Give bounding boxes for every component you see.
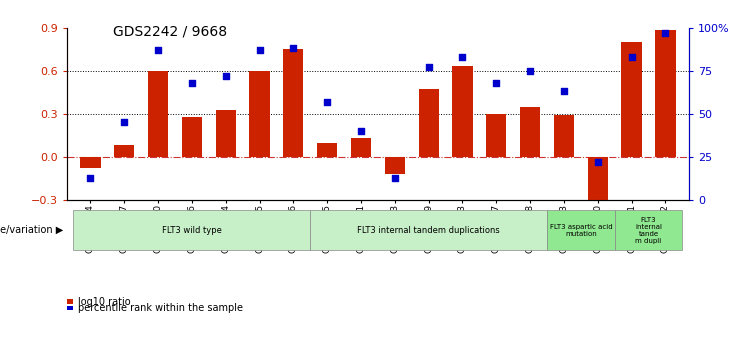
Point: [152, 47, 164, 53]
Bar: [520, 107, 540, 157]
Bar: [385, 157, 405, 174]
Text: percentile rank within the sample: percentile rank within the sample: [78, 303, 243, 313]
Bar: [317, 142, 337, 157]
Text: GDS2242 / 9668: GDS2242 / 9668: [113, 24, 227, 38]
Point: [355, 128, 367, 134]
Bar: [554, 115, 574, 157]
Point: [220, 73, 232, 79]
Bar: [114, 146, 134, 157]
Point: [253, 47, 265, 53]
Text: FLT3
internal
tande
m dupli: FLT3 internal tande m dupli: [635, 217, 662, 244]
Point: [84, 175, 96, 180]
Bar: [419, 89, 439, 157]
Bar: [486, 114, 506, 157]
Bar: [350, 138, 371, 157]
Point: [119, 120, 130, 125]
Point: [288, 46, 299, 51]
Point: [491, 80, 502, 86]
Text: FLT3 wild type: FLT3 wild type: [162, 226, 222, 235]
Point: [322, 99, 333, 105]
Text: FLT3 internal tandem duplications: FLT3 internal tandem duplications: [357, 226, 500, 235]
Bar: [655, 30, 676, 157]
Text: log10 ratio: log10 ratio: [78, 297, 130, 306]
Point: [456, 54, 468, 60]
Bar: [452, 66, 473, 157]
Point: [625, 54, 637, 60]
Bar: [588, 157, 608, 210]
Bar: [80, 157, 101, 168]
Point: [389, 175, 401, 180]
Point: [524, 68, 536, 73]
Bar: [283, 49, 304, 157]
Point: [186, 80, 198, 86]
Point: [558, 89, 570, 94]
Text: FLT3 aspartic acid
mutation: FLT3 aspartic acid mutation: [550, 224, 612, 237]
Bar: [622, 42, 642, 157]
Point: [659, 30, 671, 36]
Point: [592, 159, 604, 165]
Text: genotype/variation ▶: genotype/variation ▶: [0, 225, 63, 235]
Point: [422, 65, 434, 70]
Bar: [148, 71, 168, 157]
Bar: [216, 110, 236, 157]
Bar: [250, 71, 270, 157]
Bar: [182, 117, 202, 157]
